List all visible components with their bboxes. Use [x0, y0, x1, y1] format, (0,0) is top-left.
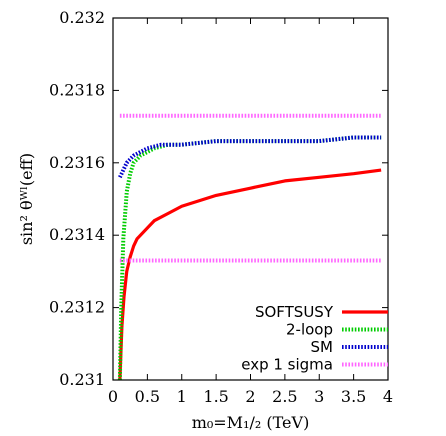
- y-axis-label: sin² θᵂˡ(eff): [17, 153, 36, 245]
- plot-frame: [112, 17, 389, 381]
- y-tick-label: 0.231: [59, 370, 105, 389]
- legend-label: SM: [311, 338, 333, 356]
- x-tick-label: 3: [314, 387, 324, 406]
- y-tick-label: 0.2314: [49, 225, 105, 244]
- x-axis-label: m₀=M₁/₂ (TeV): [192, 413, 310, 432]
- y-tick-label: 0.232: [59, 8, 105, 27]
- x-tick-label: 2.5: [272, 387, 297, 406]
- x-tick-label: 2: [245, 387, 255, 406]
- axis-ticks: 0 0.5 1 1.5 2 2.5 3 3.5 4 0.231 0.2312 0.2314 0.2316…: [49, 8, 393, 406]
- x-tick-label: 1: [177, 387, 187, 406]
- y-tick-label: 0.2318: [49, 80, 105, 99]
- x-tick-label: 0: [108, 387, 118, 406]
- x-tick-label: 4: [383, 387, 393, 406]
- series-softsusy-line: [118, 168, 382, 380]
- series-sm-line: [118, 135, 382, 179]
- x-tick-label: 0.5: [135, 387, 160, 406]
- legend-label: SOFTSUSY: [255, 303, 334, 321]
- y-tick-label: 0.2312: [49, 298, 105, 317]
- plot-lines: [117, 113, 382, 380]
- y-tick-label: 0.2316: [49, 153, 105, 172]
- legend-label: 2-loop: [286, 321, 333, 339]
- x-tick-label: 3.5: [341, 387, 366, 406]
- x-tick-label: 1.5: [203, 387, 228, 406]
- legend-label: exp 1 sigma: [241, 356, 333, 374]
